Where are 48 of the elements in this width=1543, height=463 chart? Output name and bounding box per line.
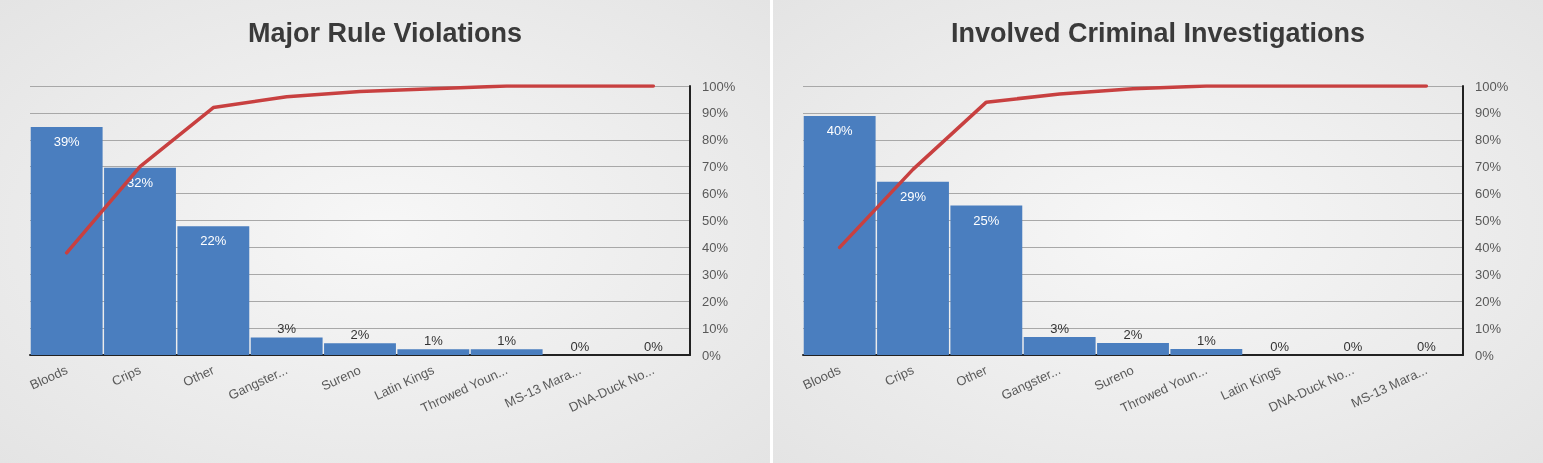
y2-tick-label: 20%: [702, 293, 729, 309]
chart-title: Involved Criminal Investigations: [950, 17, 1366, 48]
y2-tick-label: 10%: [702, 320, 729, 336]
y2-tick-label: 10%: [1475, 320, 1502, 336]
y2-tick-label: 50%: [1475, 213, 1502, 228]
y2-tick-label: 30%: [1475, 266, 1502, 282]
x-tick-label: Bloods: [27, 361, 71, 393]
data-label: 40%: [826, 122, 854, 138]
data-label: 25%: [973, 212, 1000, 228]
data-label: 29%: [899, 188, 927, 204]
y2-tick-label: 50%: [702, 213, 729, 228]
y2-tick-label: 30%: [702, 266, 729, 282]
y2-tick-label: 0%: [702, 347, 722, 363]
y2-tick-label: 40%: [702, 239, 729, 255]
y2-tick-label: 70%: [702, 159, 729, 175]
x-tick-label: Other: [953, 361, 991, 390]
y2-tick-label: 20%: [1475, 293, 1502, 309]
y2-tick-label: 100%: [702, 78, 736, 94]
x-tick-label: Sureno: [318, 362, 364, 394]
y2-tick-label: 60%: [702, 186, 729, 202]
y2-tick-label: 80%: [702, 132, 729, 148]
data-label: 0%: [570, 339, 590, 354]
data-label: 1%: [423, 333, 444, 349]
data-label: 22%: [200, 233, 227, 249]
data-label: 2%: [1123, 327, 1143, 343]
y2-tick-label: 90%: [702, 105, 729, 121]
chart-title: Major Rule Violations: [247, 17, 523, 48]
data-label: 2%: [350, 327, 370, 343]
data-label: 3%: [1050, 321, 1070, 337]
data-label: 0%: [1343, 339, 1363, 354]
y2-tick-label: 80%: [1475, 132, 1502, 148]
data-label: 0%: [1416, 339, 1437, 354]
x-tick-label: Bloods: [800, 361, 844, 393]
x-tick-label: Other: [180, 361, 218, 390]
x-tick-label: Crips: [109, 362, 144, 389]
y2-tick-label: 100%: [1475, 78, 1509, 94]
data-label: 39%: [53, 133, 81, 149]
data-label: 0%: [643, 339, 664, 354]
y2-tick-label: 70%: [1475, 159, 1502, 175]
y2-tick-label: 40%: [1475, 239, 1502, 255]
y2-tick-label: 0%: [1475, 347, 1495, 363]
y2-tick-label: 90%: [1475, 105, 1502, 121]
data-label: 0%: [1270, 339, 1290, 354]
data-label: 3%: [277, 321, 297, 337]
data-label: 1%: [1196, 333, 1217, 349]
data-label: 1%: [497, 333, 517, 349]
y2-tick-label: 60%: [1475, 186, 1502, 202]
x-tick-label: Crips: [882, 362, 917, 389]
